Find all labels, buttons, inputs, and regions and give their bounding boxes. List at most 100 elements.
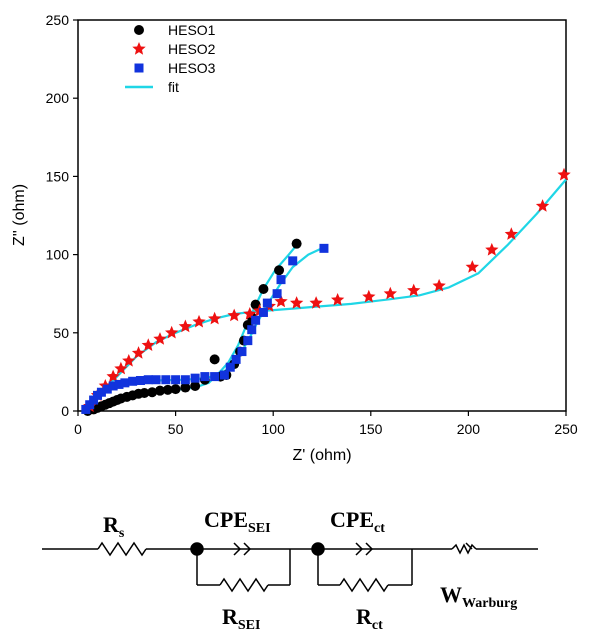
data-point-heso3 xyxy=(161,375,171,385)
data-point-heso3 xyxy=(135,376,145,386)
data-point-heso3 xyxy=(89,395,99,405)
data-point-heso2 xyxy=(504,227,518,240)
data-point-heso2 xyxy=(114,361,128,375)
y-axis: 0 50 100 150 200 250 xyxy=(46,12,78,419)
data-point-heso2 xyxy=(274,294,288,308)
data-point-heso1 xyxy=(170,384,181,395)
data-point-heso2 xyxy=(227,308,241,322)
data-point-heso1 xyxy=(147,387,158,398)
y-axis-label: Z'' (ohm) xyxy=(11,184,28,246)
data-point-heso3 xyxy=(319,243,329,253)
data-point-heso3 xyxy=(251,315,261,325)
x-tick-label: 250 xyxy=(554,421,578,437)
rct-label: Rct xyxy=(356,604,383,633)
equivalent-circuit xyxy=(42,541,538,593)
data-point-heso3 xyxy=(96,387,106,397)
legend-label: HESO2 xyxy=(168,41,216,57)
data-point-heso3 xyxy=(180,375,190,385)
y-tick-label: 100 xyxy=(46,247,70,263)
data-point-heso1 xyxy=(162,384,173,395)
x-tick-label: 100 xyxy=(262,421,286,437)
x-axis-label: Z' (ohm) xyxy=(292,447,351,464)
data-point-heso1 xyxy=(139,388,150,399)
data-point-heso3 xyxy=(272,289,282,299)
warburg-element xyxy=(451,543,477,555)
data-point-heso3 xyxy=(243,336,253,346)
data-point-heso2 xyxy=(331,293,345,306)
warburg-element xyxy=(465,542,473,550)
y-tick-label: 150 xyxy=(46,168,70,184)
data-point-heso2 xyxy=(432,278,446,292)
data-point-heso3 xyxy=(225,362,235,372)
x-tick-label: 150 xyxy=(359,421,383,437)
data-point-heso2 xyxy=(485,242,499,256)
data-point-heso3 xyxy=(200,372,210,382)
rs-resistor xyxy=(97,541,147,557)
data-point-heso1 xyxy=(180,382,191,393)
y-tick-label: 0 xyxy=(61,403,69,419)
rs-label: Rs xyxy=(103,512,125,541)
x-axis: 0 50 100 150 200 250 xyxy=(74,411,578,437)
data-point-heso3 xyxy=(85,400,95,410)
cpe-sei-element xyxy=(233,542,242,556)
data-point-heso3 xyxy=(237,347,247,357)
data-point-heso3 xyxy=(108,381,118,391)
legend-label: HESO3 xyxy=(168,60,216,76)
data-point-heso2 xyxy=(535,199,550,212)
y-tick-label: 250 xyxy=(46,12,70,28)
data-point-heso2 xyxy=(106,369,120,383)
data-point-heso3 xyxy=(219,370,229,380)
x-tick-label: 0 xyxy=(74,421,82,437)
data-markers xyxy=(81,167,571,416)
data-point-heso2 xyxy=(407,283,421,297)
data-point-heso2 xyxy=(131,346,146,359)
plot-frame xyxy=(77,19,567,412)
data-point-heso3 xyxy=(258,307,268,317)
cpe-sei-element xyxy=(243,542,252,556)
data-point-heso3 xyxy=(128,376,138,386)
data-point-heso3 xyxy=(171,375,181,385)
data-point-heso1 xyxy=(274,265,285,276)
y-tick-label: 50 xyxy=(53,325,69,341)
data-point-heso3 xyxy=(247,325,257,335)
data-point-heso2 xyxy=(290,296,304,309)
data-point-heso2 xyxy=(309,296,323,309)
cpe-ct-label: CPEct xyxy=(330,507,385,536)
cpe-sei-label: CPESEI xyxy=(204,507,271,536)
data-point-heso2 xyxy=(465,260,479,273)
data-point-heso3 xyxy=(143,375,153,385)
legend-marker xyxy=(132,42,146,55)
data-point-heso1 xyxy=(154,385,165,396)
data-point-heso3 xyxy=(120,378,130,388)
chart-area: 0 50 100 150 200 250 0 50 100 150 200 250 Z' (ohm)… xyxy=(11,12,578,464)
data-point-heso2 xyxy=(192,314,206,328)
data-point-heso2 xyxy=(141,338,155,351)
x-tick-label: 50 xyxy=(168,421,184,437)
warburg-label: WWarburg xyxy=(440,582,517,611)
data-point-heso3 xyxy=(288,256,298,266)
legend-marker xyxy=(134,25,144,35)
data-point-heso3 xyxy=(114,379,124,389)
data-point-heso1 xyxy=(190,380,201,391)
data-point-heso2 xyxy=(208,311,222,325)
data-point-heso1 xyxy=(209,354,220,365)
data-point-heso3 xyxy=(151,375,161,385)
legend: HESO1 HESO2 HESO3 fit xyxy=(125,22,216,95)
data-point-heso3 xyxy=(102,384,112,394)
data-point-heso2 xyxy=(165,325,179,339)
cpe-ct-element xyxy=(365,542,374,556)
cpe-ct-element xyxy=(355,542,364,556)
rct-resistor xyxy=(339,577,389,593)
data-point-heso3 xyxy=(190,373,200,383)
data-point-heso1 xyxy=(291,238,302,249)
data-point-heso1 xyxy=(258,284,269,295)
y-tick-label: 200 xyxy=(46,90,70,106)
data-point-heso2 xyxy=(362,289,376,303)
fit-line xyxy=(86,178,567,409)
data-point-heso2 xyxy=(178,319,192,333)
data-point-heso3 xyxy=(276,275,286,285)
data-point-heso2 xyxy=(383,286,397,300)
data-point-heso2 xyxy=(557,167,571,181)
rsei-resistor xyxy=(219,577,269,593)
